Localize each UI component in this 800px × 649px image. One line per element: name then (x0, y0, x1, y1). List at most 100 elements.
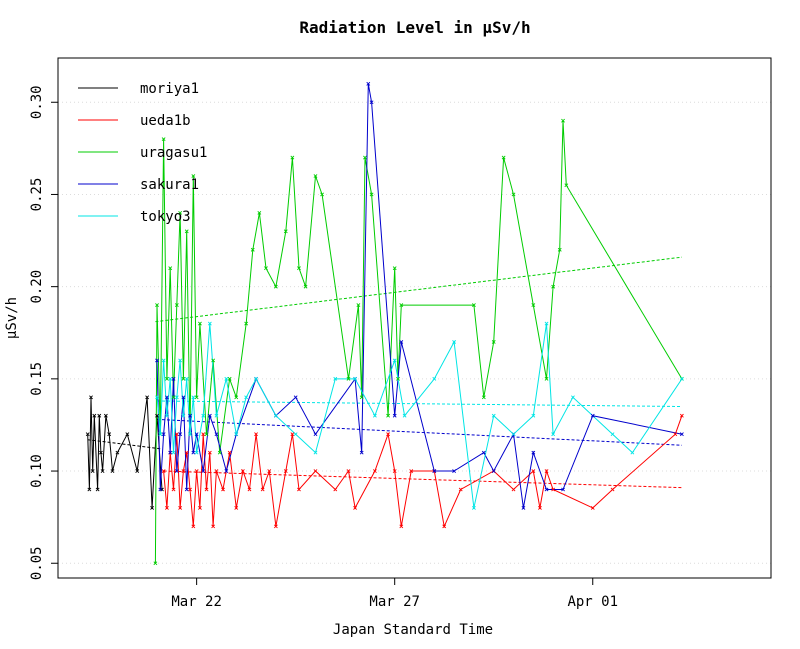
data-point-uragasu1 (303, 284, 308, 289)
data-point-moriya1 (107, 432, 112, 437)
data-point-moriya1 (125, 432, 130, 437)
data-point-tokyo3 (372, 413, 377, 418)
data-point-uragasu1 (346, 376, 351, 381)
data-point-sakura1 (201, 469, 206, 473)
data-point-moriya1 (110, 469, 115, 473)
data-point-uragasu1 (471, 303, 476, 308)
data-point-sakura1 (491, 469, 496, 473)
data-point-ueda1b (372, 469, 377, 473)
data-point-tokyo3 (174, 395, 179, 400)
data-point-ueda1b (353, 506, 358, 510)
data-point-tokyo3 (432, 376, 437, 381)
data-point-ueda1b (181, 469, 186, 473)
data-point-uragasu1 (544, 376, 549, 381)
data-point-sakura1 (432, 469, 437, 473)
data-point-ueda1b (386, 432, 391, 437)
data-point-uragasu1 (396, 376, 400, 381)
data-point-tokyo3 (194, 450, 199, 455)
data-point-ueda1b (201, 432, 206, 437)
data-point-sakura1 (184, 487, 189, 492)
data-point-uragasu1 (386, 413, 391, 418)
data-point-tokyo3 (201, 413, 206, 418)
data-point-ueda1b (198, 506, 202, 510)
data-point-ueda1b (247, 487, 252, 492)
data-point-sakura1 (155, 358, 159, 363)
data-point-tokyo3 (630, 450, 635, 455)
data-point-sakura1 (174, 469, 179, 473)
data-point-moriya1 (145, 395, 150, 400)
data-point-tokyo3 (188, 432, 192, 437)
data-point-ueda1b (531, 469, 536, 473)
legend-label-ueda1b: ueda1b (140, 113, 191, 129)
series-markers (85, 81, 684, 566)
data-point-moriya1 (135, 469, 140, 473)
data-point-ueda1b (346, 469, 351, 473)
data-point-tokyo3 (313, 450, 318, 455)
x-tick-label: Mar 22 (171, 594, 222, 610)
y-tick-label: 0.15 (29, 362, 45, 396)
data-point-tokyo3 (531, 413, 536, 418)
data-point-ueda1b (221, 487, 225, 492)
data-point-tokyo3 (234, 432, 239, 437)
data-point-uragasu1 (174, 303, 179, 308)
data-point-tokyo3 (511, 432, 516, 437)
data-point-uragasu1 (168, 266, 173, 271)
series-line-sakura1 (156, 83, 683, 508)
trend-line-ueda1b (163, 470, 682, 489)
data-point-ueda1b (184, 450, 189, 455)
legend-label-sakura1: sakura1 (140, 177, 199, 193)
data-point-uragasu1 (290, 155, 295, 160)
data-point-ueda1b (171, 487, 176, 492)
data-point-tokyo3 (471, 506, 476, 510)
data-point-tokyo3 (184, 376, 189, 381)
x-axis-label: Japan Standard Time (333, 622, 493, 638)
data-point-uragasu1 (155, 303, 159, 308)
data-point-ueda1b (240, 469, 245, 473)
data-point-sakura1 (561, 487, 565, 492)
data-point-sakura1 (191, 450, 196, 455)
series-line-tokyo3 (156, 323, 683, 509)
data-point-sakura1 (194, 432, 199, 437)
y-tick-label: 0.20 (29, 270, 45, 304)
data-point-uragasu1 (531, 303, 536, 308)
data-point-ueda1b (191, 524, 196, 529)
data-point-uragasu1 (320, 192, 324, 197)
data-point-sakura1 (481, 450, 486, 455)
data-point-ueda1b (214, 469, 219, 473)
data-point-moriya1 (103, 413, 108, 418)
data-point-uragasu1 (234, 395, 239, 400)
data-point-uragasu1 (557, 247, 562, 252)
data-point-ueda1b (544, 469, 549, 473)
grid-lines (58, 101, 771, 564)
y-tick-label: 0.25 (29, 178, 45, 212)
data-point-ueda1b (538, 506, 542, 510)
x-tick-label: Apr 01 (567, 594, 618, 610)
trend-line-uragasu1 (155, 256, 682, 323)
data-point-uragasu1 (153, 561, 158, 566)
data-point-tokyo3 (158, 432, 163, 437)
data-point-ueda1b (333, 487, 338, 492)
data-point-moriya1 (150, 506, 154, 510)
data-point-tokyo3 (392, 358, 397, 363)
y-axis-label: µSv/h (4, 297, 20, 339)
data-point-uragasu1 (356, 303, 361, 308)
data-point-tokyo3 (402, 413, 407, 418)
legend: moriya1 ueda1b uragasu1 sakura1 tokyo3 (78, 81, 207, 225)
data-point-ueda1b (679, 413, 684, 418)
data-point-ueda1b (194, 469, 199, 473)
data-point-sakura1 (531, 450, 536, 455)
data-point-uragasu1 (313, 174, 318, 178)
data-point-sakura1 (544, 487, 549, 492)
data-point-tokyo3 (273, 413, 278, 418)
data-point-tokyo3 (551, 432, 556, 437)
data-point-sakura1 (181, 395, 186, 400)
data-point-tokyo3 (610, 432, 615, 437)
data-point-sakura1 (399, 340, 404, 344)
data-point-uragasu1 (171, 395, 176, 400)
data-point-tokyo3 (544, 321, 549, 326)
data-point-tokyo3 (491, 413, 496, 418)
data-point-moriya1 (85, 432, 90, 437)
data-point-ueda1b (273, 524, 278, 529)
data-point-ueda1b (392, 469, 397, 473)
data-point-ueda1b (174, 432, 179, 437)
